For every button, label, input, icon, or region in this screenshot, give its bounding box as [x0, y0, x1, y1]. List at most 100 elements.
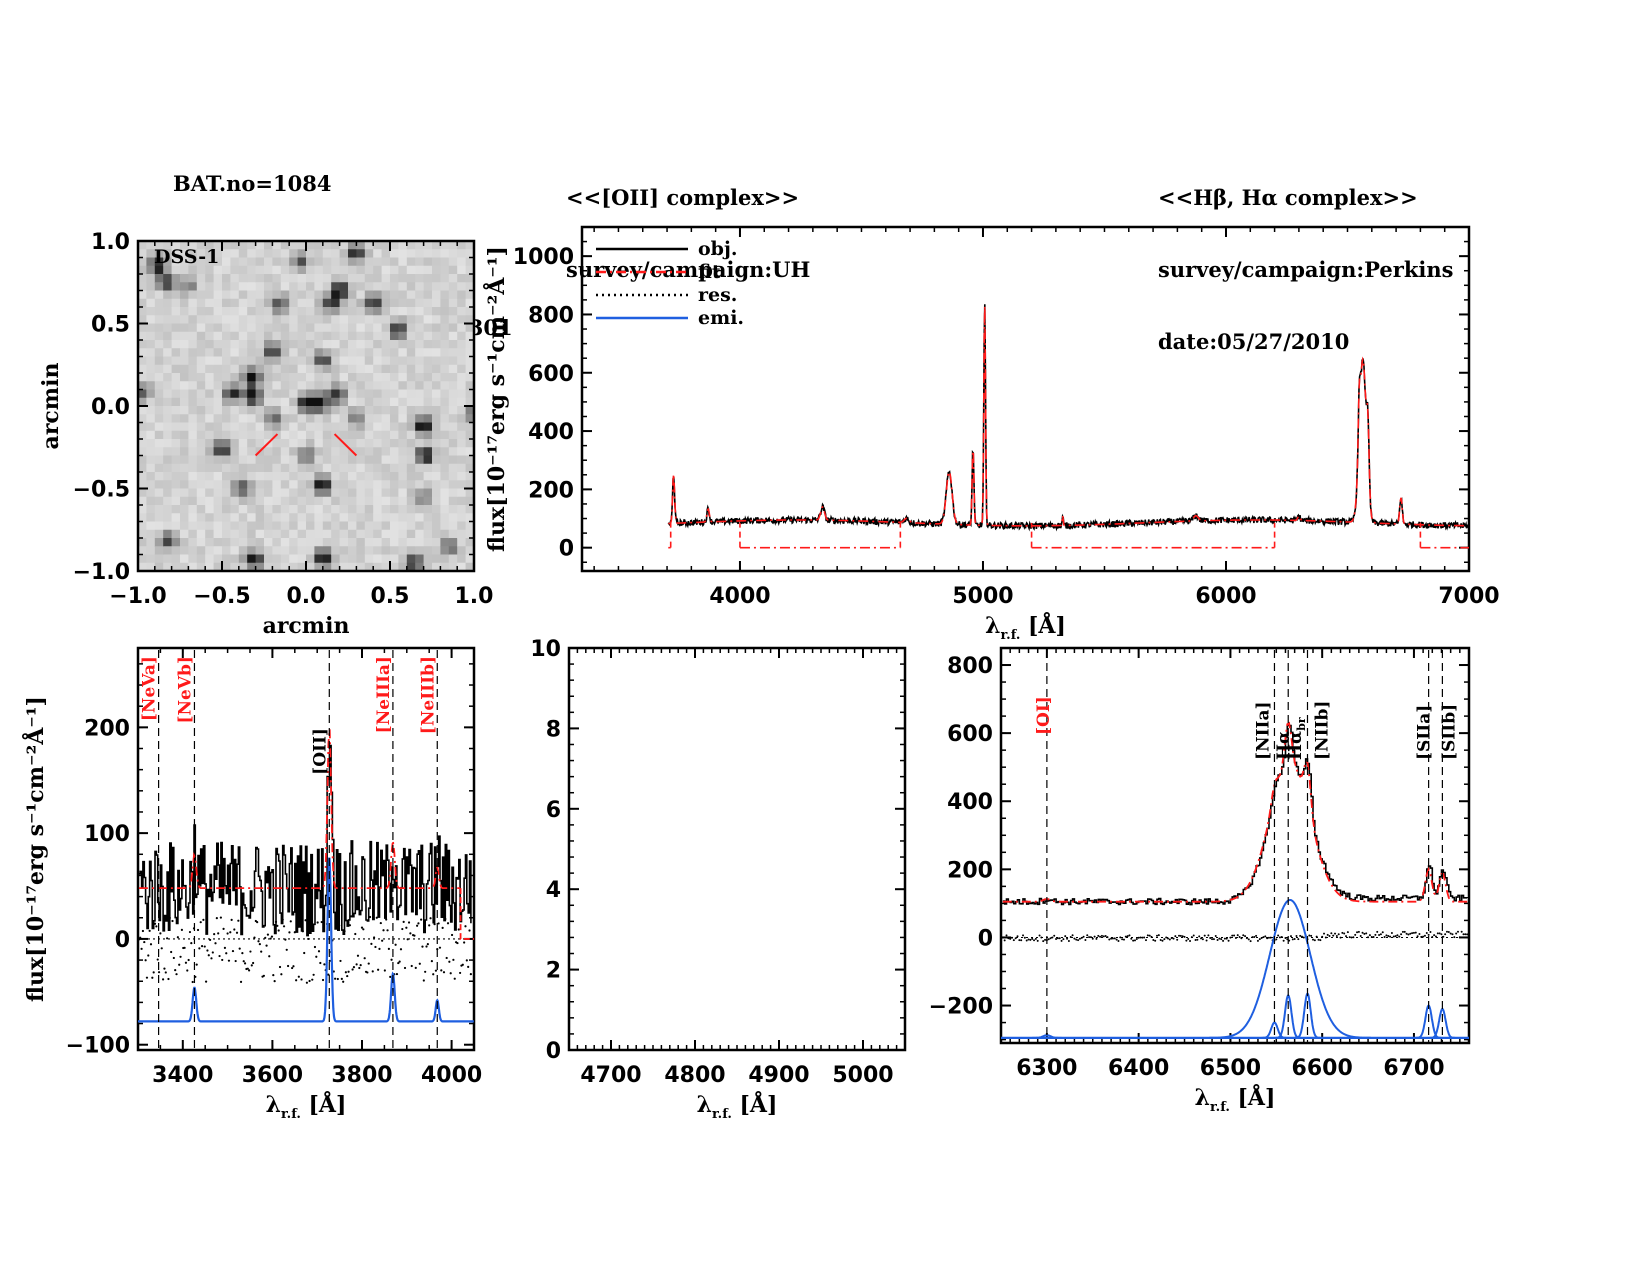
image-pixel: [297, 298, 307, 308]
res-point: [1192, 934, 1195, 937]
image-pixel: [188, 282, 198, 291]
image-pixel: [448, 414, 458, 423]
res-point: [1102, 935, 1105, 938]
image-pixel: [264, 488, 273, 498]
res-point: [1141, 936, 1144, 939]
image-pixel: [331, 414, 341, 423]
image-pixel: [314, 265, 324, 275]
image-pixel: [205, 241, 215, 250]
image-pixel: [398, 406, 408, 415]
image-pixel: [406, 282, 416, 291]
image-pixel: [280, 562, 290, 572]
image-pixel: [415, 249, 425, 258]
image-pixel: [205, 447, 215, 456]
image-pixel: [280, 496, 290, 506]
image-pixel: [364, 562, 374, 572]
image-pixel: [415, 439, 425, 448]
image-pixel: [180, 562, 189, 572]
image-pixel: [238, 397, 248, 407]
y-tick-label: 0: [559, 537, 574, 562]
x-tick-label: 4900: [748, 1063, 809, 1088]
image-pixel: [373, 241, 383, 250]
image-pixel: [255, 348, 265, 357]
image-pixel: [457, 414, 467, 423]
image-pixel: [448, 529, 458, 539]
res-point: [278, 965, 282, 969]
y-tick-label: 8: [546, 717, 561, 742]
image-pixel: [348, 356, 357, 366]
image-pixel: [465, 414, 475, 423]
image-pixel: [364, 257, 374, 267]
image-pixel: [205, 290, 215, 300]
image-pixel: [423, 472, 433, 481]
image-pixel: [440, 430, 450, 440]
image-pixel: [448, 562, 458, 572]
image-pixel: [289, 340, 299, 349]
res-point: [256, 921, 259, 924]
y-tick-label: −100: [66, 1034, 130, 1059]
image-pixel: [163, 406, 173, 415]
image-pixel: [322, 406, 332, 415]
image-pixel: [196, 447, 206, 456]
image-pixel: [230, 307, 240, 316]
image-pixel: [180, 521, 189, 531]
res-point: [1300, 935, 1303, 938]
image-pixel: [331, 373, 341, 382]
image-pixel: [196, 298, 206, 308]
image-pixel: [213, 298, 223, 308]
image-pixel: [406, 562, 416, 572]
image-pixel: [180, 290, 189, 300]
image-pixel: [322, 323, 332, 333]
image-pixel: [289, 447, 299, 456]
line-label: [NIIb]: [1312, 701, 1332, 760]
image-pixel: [196, 422, 206, 432]
res-point: [332, 970, 335, 973]
image-pixel: [322, 455, 332, 465]
res-point: [1084, 938, 1087, 941]
image-pixel: [289, 538, 299, 547]
image-pixel: [364, 529, 374, 539]
image-pixel: [146, 529, 156, 539]
image-pixel: [138, 505, 147, 514]
res-point: [231, 949, 235, 953]
image-pixel: [432, 348, 441, 357]
image-pixel: [230, 513, 240, 522]
image-pixel: [163, 439, 173, 448]
image-pixel: [398, 480, 408, 489]
image-pixel: [432, 414, 441, 423]
res-point: [1392, 935, 1395, 938]
image-pixel: [364, 430, 374, 440]
image-pixel: [457, 397, 467, 407]
image-pixel: [423, 529, 433, 539]
image-pixel: [415, 463, 425, 473]
image-pixel: [272, 488, 282, 498]
res-point: [1238, 936, 1241, 939]
image-pixel: [314, 472, 324, 481]
image-pixel: [398, 241, 408, 250]
image-pixel: [448, 406, 458, 415]
image-pixel: [448, 241, 458, 250]
image-pixel: [146, 463, 156, 473]
x-axis-label: λr.f. [Å]: [1195, 1084, 1276, 1115]
image-pixel: [306, 496, 315, 506]
image-pixel: [306, 373, 315, 382]
image-pixel: [255, 389, 265, 399]
image-pixel: [163, 364, 173, 374]
res-point: [1335, 934, 1338, 937]
image-pixel: [364, 397, 374, 407]
res-point: [313, 945, 317, 949]
image-pixel: [406, 521, 416, 531]
image-pixel: [297, 307, 307, 316]
image-pixel: [247, 505, 257, 514]
image-pixel: [196, 331, 206, 341]
res-point: [1326, 933, 1329, 936]
line-label: [NeVb]: [175, 656, 195, 724]
res-point: [1132, 939, 1135, 942]
image-pixel: [465, 364, 475, 374]
res-point: [1313, 939, 1316, 942]
image-pixel: [440, 274, 450, 283]
res-point: [293, 931, 296, 934]
image-pixel: [171, 307, 181, 316]
image-pixel: [255, 538, 265, 547]
image-pixel: [196, 282, 206, 291]
